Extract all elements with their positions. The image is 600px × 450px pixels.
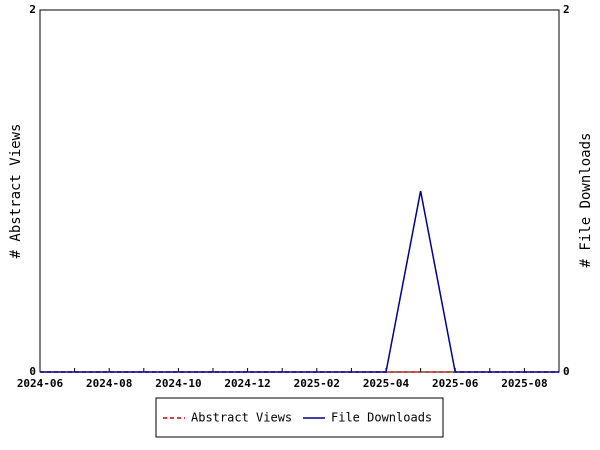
x-tick-label: 2025-08 <box>501 377 547 390</box>
series-line <box>40 190 559 373</box>
legend-label: Abstract Views <box>191 411 292 425</box>
y2-tick-label: 0 <box>563 365 570 378</box>
x-tick-label: 2025-02 <box>294 377 340 390</box>
legend <box>155 397 444 438</box>
x-tick-label: 2024-08 <box>86 377 132 390</box>
y-axis-title: # Abstract Views <box>8 124 24 259</box>
x-tick-label: 2025-04 <box>363 377 410 390</box>
x-tick-label: 2025-06 <box>432 377 479 390</box>
y-tick-label: 2 <box>29 3 36 16</box>
y2-axis-title: # File Downloads <box>578 133 594 268</box>
x-tick-label: 2024-06 <box>17 377 64 390</box>
x-tick-label: 2024-12 <box>224 377 270 390</box>
legend-label: File Downloads <box>331 411 432 425</box>
x-tick-label: 2024-10 <box>155 377 201 390</box>
y2-tick-label: 2 <box>563 3 570 16</box>
y-tick-label: 0 <box>29 365 36 378</box>
